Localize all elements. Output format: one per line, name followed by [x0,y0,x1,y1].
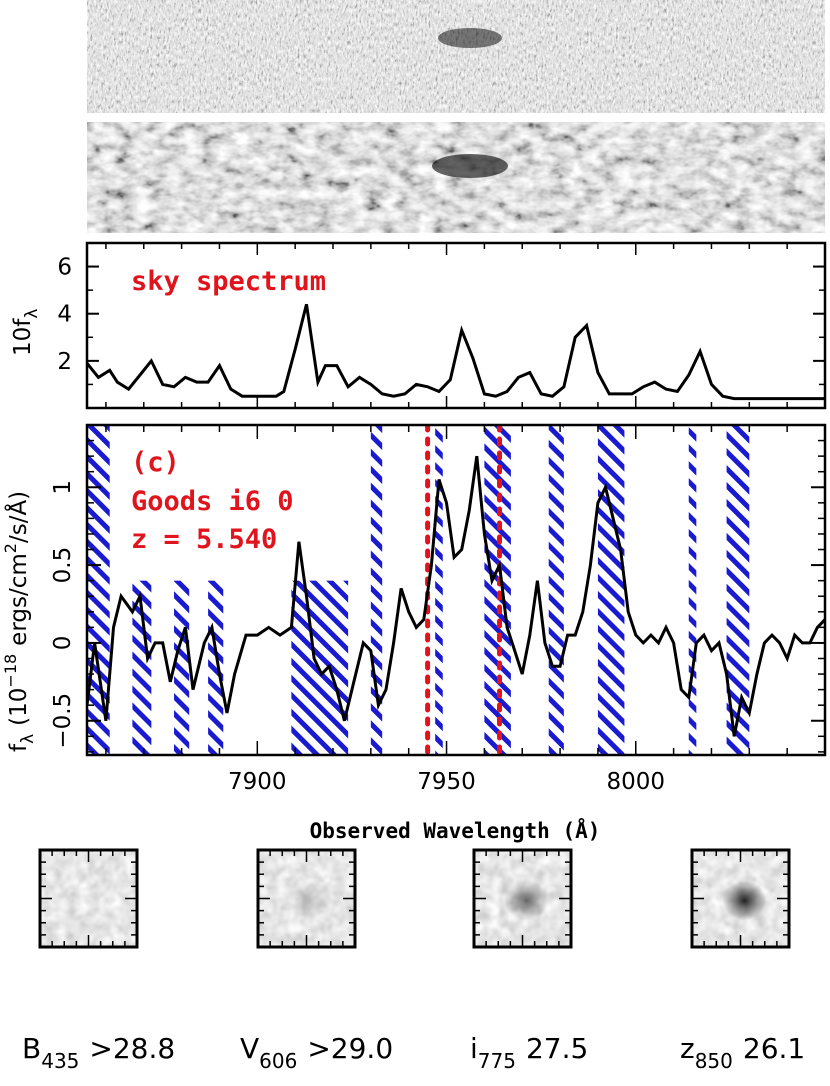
hatched-region [370,425,383,755]
hatched-region [435,425,443,755]
svg-text:0: 0 [50,636,76,651]
x-axis-label: Observed Wavelength (Å) [310,818,601,843]
stamp-i775: i775 27.5 [470,848,588,1073]
main-axis-ticks: −0.5 0 0.5 1 7900 7950 8000 [50,425,826,795]
main-spectrum-panel: −0.5 0 0.5 1 7900 7950 8000 (c) Goods i6 0 z =… [1,423,827,843]
hatched-region [726,425,750,755]
hatched-region [688,425,697,755]
sky-ylabel: 10fλ [10,309,42,356]
stamp-magnitude-label: B435 >28.8 [22,1032,175,1073]
sky-spectrum-title: sky spectrum [131,266,326,297]
spectrum-2d-smoothed [87,122,825,233]
main-ytick-label: 0 [50,636,76,651]
hatched-region [597,425,625,755]
hatched-region [174,580,190,755]
sky-spectrum-panel: 2 4 6 sky spectrum 10fλ [10,241,827,410]
hatched-region [87,425,110,755]
sky-axis-ticks: 2 4 6 [57,243,826,408]
main-xtick-label: 7900 [228,769,287,795]
sky-panel-frame [85,241,827,410]
hatched-region [548,425,564,755]
stamp-image [40,850,137,947]
stamp-magnitude-label: i775 27.5 [470,1032,588,1073]
postage-stamps: B435 >28.8 V606 >29.0 i775 27.5 z850 26.1 [22,848,805,1073]
stamp-v606: V606 >29.0 [240,848,393,1073]
hatched-sky-regions [87,425,750,755]
annotation-object-name: Goods i6 0 [131,486,294,517]
svg-text:1: 1 [50,480,76,495]
sky-ytick-label: 4 [57,302,72,328]
stamp-magnitude-label: V606 >29.0 [240,1032,393,1073]
sky-ytick-label: 6 [57,255,72,281]
stamp-b435: B435 >28.8 [22,848,175,1073]
stamp-source [722,880,767,921]
annotation-redshift: z = 5.540 [131,524,277,555]
hatched-region [132,580,152,755]
annotation-panel-letter: (c) [131,447,180,478]
svg-text:10fλ: 10fλ [10,309,42,356]
stamp-z850: z850 26.1 [680,848,805,1073]
svg-text:fλ(10−18ergs/cm2/s/Å): fλ(10−18ergs/cm2/s/Å) [1,491,38,752]
main-ytick-label: −0.5 [50,693,76,749]
main-ytick-label: 1 [50,480,76,495]
red-dotted-markers [425,425,503,755]
stamp-source [504,880,549,921]
main-ylabel: fλ(10−18ergs/cm2/s/Å) [1,491,38,752]
stamp-magnitude-label: z850 26.1 [680,1032,805,1073]
stamp-source [288,880,333,921]
hatched-region [208,580,224,755]
svg-text:0.5: 0.5 [50,547,76,584]
main-ytick-label: 0.5 [50,547,76,584]
main-xtick-label: 8000 [606,769,665,795]
main-panel-frame [85,423,827,757]
object-spectrum-line [87,455,825,737]
spectrum-2d-raw [87,0,825,113]
svg-text:−0.5: −0.5 [50,693,76,749]
sky-ytick-label: 2 [57,349,72,375]
main-xtick-label: 7950 [417,769,476,795]
sky-spectrum-line [87,303,825,401]
